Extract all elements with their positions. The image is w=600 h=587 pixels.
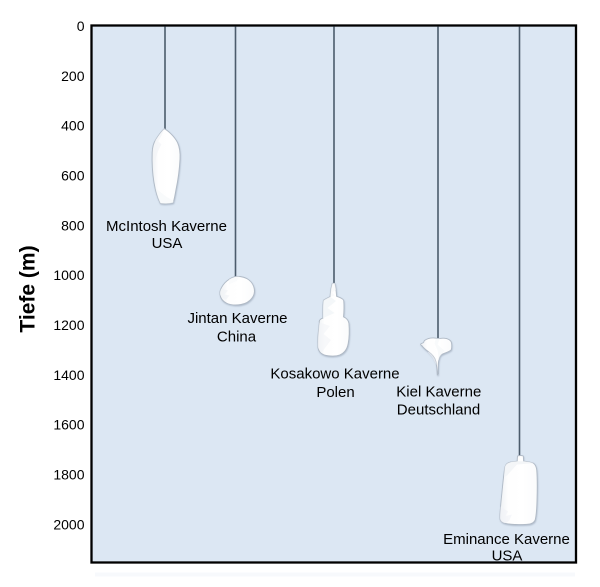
svg-text:200: 200 [61,68,85,84]
svg-text:800: 800 [61,217,85,233]
svg-text:Jintan Kaverne: Jintan Kaverne [187,310,287,327]
svg-text:1000: 1000 [53,267,84,283]
svg-text:China: China [217,328,257,345]
svg-text:Eminance Kaverne: Eminance Kaverne [443,531,570,548]
svg-text:0: 0 [77,18,85,34]
svg-text:400: 400 [61,118,85,134]
svg-text:600: 600 [61,168,85,184]
svg-text:1200: 1200 [53,317,84,333]
svg-text:1400: 1400 [53,367,84,383]
svg-text:1800: 1800 [53,467,84,483]
svg-text:Kosakowo Kaverne: Kosakowo Kaverne [270,366,399,383]
svg-text:Deutschland: Deutschland [397,401,480,418]
svg-text:Polen: Polen [316,384,354,401]
svg-text:2000: 2000 [53,516,84,532]
svg-text:Kiel Kaverne: Kiel Kaverne [396,383,481,400]
svg-text:1600: 1600 [53,417,84,433]
svg-text:USA: USA [152,235,183,252]
svg-text:McIntosh Kaverne: McIntosh Kaverne [106,218,227,235]
svg-text:Tiefe (m): Tiefe (m) [17,245,40,332]
svg-text:USA: USA [492,548,523,565]
